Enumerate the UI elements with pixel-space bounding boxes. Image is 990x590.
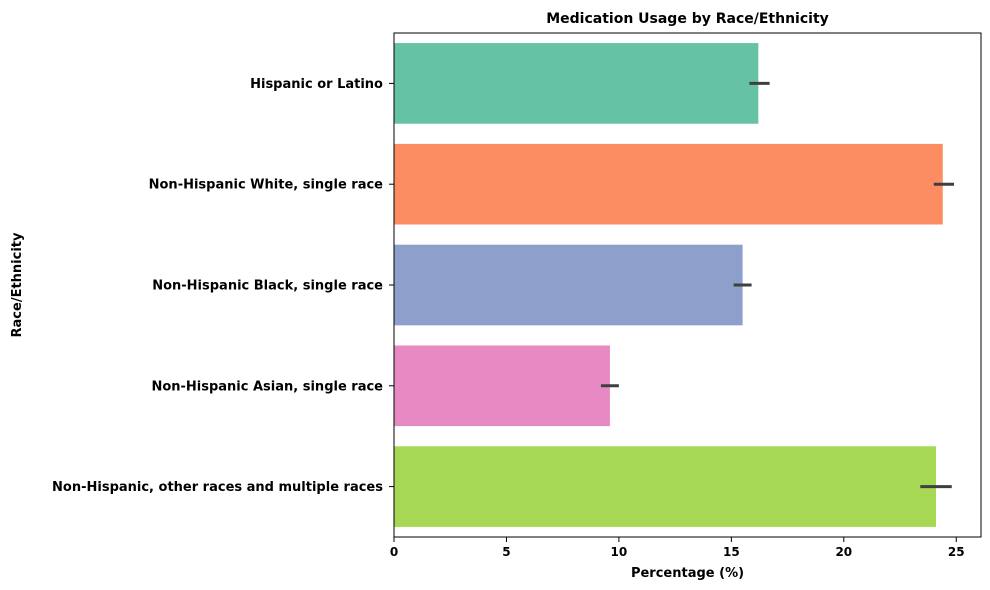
x-axis: 0 5 10 15 20 25	[390, 537, 965, 559]
bar-4	[394, 446, 937, 527]
y-tick-label: Hispanic or Latino	[250, 77, 383, 92]
bars-layer	[394, 43, 955, 527]
bar-1	[394, 143, 943, 225]
y-axis: Hispanic or Latino Non-Hispanic White, si…	[52, 77, 394, 495]
y-tick-label: Non-Hispanic White, single race	[149, 178, 384, 193]
y-tick-label: Non-Hispanic Black, single race	[152, 279, 383, 294]
bar-0	[394, 43, 759, 124]
x-tick-label: 25	[948, 545, 965, 559]
x-tick-label: 5	[502, 545, 510, 559]
bar-2	[394, 244, 743, 326]
x-tick-label: 20	[835, 545, 852, 559]
y-tick-label: Non-Hispanic Asian, single race	[151, 379, 383, 394]
x-tick-label: 10	[611, 545, 628, 559]
bar-3	[394, 345, 610, 427]
x-axis-title: Percentage (%)	[631, 566, 744, 581]
chart-title: Medication Usage by Race/Ethnicity	[546, 11, 829, 27]
y-axis-title: Race/Ethnicity	[10, 232, 25, 337]
y-tick-label: Non-Hispanic, other races and multiple r…	[52, 480, 383, 495]
x-tick-label: 0	[390, 545, 398, 559]
x-tick-label: 15	[723, 545, 740, 559]
